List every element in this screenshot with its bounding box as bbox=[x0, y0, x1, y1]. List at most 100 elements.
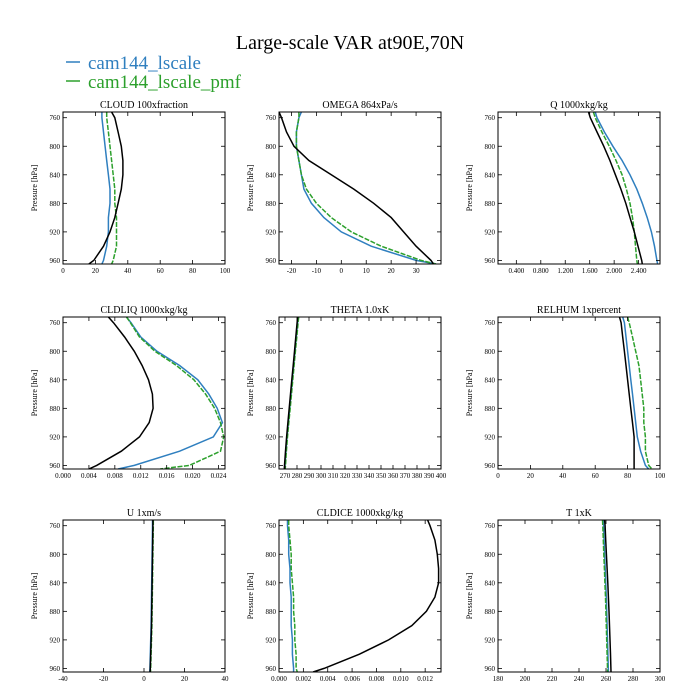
x-tick-label: 1.200 bbox=[557, 267, 573, 275]
series-group bbox=[618, 317, 653, 469]
y-axis-label: Pressure [hPa] bbox=[465, 369, 474, 416]
series-line-control bbox=[88, 317, 154, 469]
series-line-cam144-lscale-pmf bbox=[601, 520, 609, 672]
panel-title: CLDLIQ 1000xkg/kg bbox=[101, 305, 188, 316]
x-tick-label: 0.016 bbox=[159, 472, 175, 480]
x-tick-label: 30 bbox=[413, 267, 421, 275]
y-tick-label: 960 bbox=[50, 665, 61, 673]
series-line-cam144-lscale-pmf bbox=[284, 317, 300, 469]
y-tick-label: 920 bbox=[266, 433, 277, 441]
y-tick-label: 880 bbox=[50, 200, 61, 208]
plot-frame bbox=[278, 519, 442, 673]
panel-8: CLDICE 1000xkg/kg Pressure [hPa] 0.000 0.00… bbox=[246, 508, 442, 683]
series-line-control bbox=[603, 520, 612, 672]
y-tick-label: 880 bbox=[485, 200, 496, 208]
series-group bbox=[88, 112, 124, 264]
plot-frame bbox=[62, 316, 226, 470]
x-tick-label: 2.400 bbox=[631, 267, 647, 275]
x-tick-label: 0.004 bbox=[320, 675, 336, 683]
panel-title: U 1xm/s bbox=[127, 508, 161, 519]
x-tick-label: 200 bbox=[520, 675, 531, 683]
x-tick-label: 0.008 bbox=[369, 675, 385, 683]
x-tick-label: 400 bbox=[436, 472, 447, 480]
y-tick-label: 920 bbox=[485, 433, 496, 441]
x-tick-label: 0.006 bbox=[344, 675, 360, 683]
series-line-control bbox=[312, 520, 440, 672]
series-line-cam144-lscale bbox=[286, 520, 295, 672]
x-tick-label: 380 bbox=[412, 472, 423, 480]
y-tick-label: 760 bbox=[50, 522, 61, 530]
y-tick-label: 960 bbox=[266, 665, 277, 673]
panel-title: CLDICE 1000xkg/kg bbox=[317, 508, 403, 519]
y-tick-label: 840 bbox=[485, 579, 496, 587]
x-tick-label: 390 bbox=[424, 472, 435, 480]
x-tick-label: -20 bbox=[99, 675, 109, 683]
panel-title: OMEGA 864xPa/s bbox=[322, 100, 397, 111]
series-line-cam144-lscale bbox=[295, 112, 437, 264]
series-line-control bbox=[618, 317, 635, 469]
y-tick-label: 960 bbox=[485, 462, 496, 470]
x-tick-label: 2.000 bbox=[606, 267, 622, 275]
y-tick-label: 760 bbox=[485, 114, 496, 122]
x-tick-label: 220 bbox=[547, 675, 558, 683]
series-group bbox=[587, 112, 659, 264]
series-line-cam144-lscale bbox=[602, 520, 610, 672]
x-tick-label: 0.000 bbox=[271, 675, 287, 683]
x-tick-label: 20 bbox=[92, 267, 100, 275]
x-tick-label: 60 bbox=[592, 472, 600, 480]
x-tick-label: 0.004 bbox=[81, 472, 97, 480]
y-tick-label: 840 bbox=[266, 171, 277, 179]
series-group bbox=[601, 520, 612, 672]
plot-frame bbox=[497, 519, 661, 673]
y-tick-label: 760 bbox=[50, 114, 61, 122]
x-tick-label: 0.008 bbox=[107, 472, 123, 480]
series-line-control bbox=[587, 112, 644, 264]
x-tick-label: 310 bbox=[328, 472, 339, 480]
x-tick-label: 100 bbox=[655, 472, 666, 480]
plot-frame bbox=[497, 111, 661, 265]
x-tick-label: 20 bbox=[181, 675, 189, 683]
x-tick-label: 80 bbox=[189, 267, 197, 275]
x-tick-label: 300 bbox=[316, 472, 327, 480]
panel-title: Q 1000xkg/kg bbox=[550, 100, 608, 111]
y-tick-label: 880 bbox=[485, 608, 496, 616]
x-tick-label: 80 bbox=[624, 472, 632, 480]
y-tick-label: 800 bbox=[50, 551, 61, 559]
y-tick-label: 760 bbox=[485, 319, 496, 327]
y-tick-label: 800 bbox=[266, 551, 277, 559]
x-tick-label: 330 bbox=[352, 472, 363, 480]
x-tick-label: 240 bbox=[574, 675, 585, 683]
y-tick-label: 960 bbox=[50, 462, 61, 470]
panel-3: Q 1000xkg/kg Pressure [hPa] 0.400 0.800 1.20… bbox=[465, 100, 661, 275]
figure-title: Large-scale VAR at90E,70N bbox=[236, 32, 464, 54]
x-tick-label: 280 bbox=[628, 675, 639, 683]
x-tick-label: 60 bbox=[157, 267, 165, 275]
legend-label-2: cam144_lscale_pmf bbox=[88, 72, 242, 93]
panel-title: THETA 1.0xK bbox=[331, 305, 390, 316]
plot-frame bbox=[278, 111, 442, 265]
x-tick-label: -10 bbox=[312, 267, 322, 275]
series-line-cam144-lscale bbox=[594, 112, 659, 264]
y-tick-label: 880 bbox=[50, 608, 61, 616]
x-tick-label: 370 bbox=[400, 472, 411, 480]
x-tick-label: 100 bbox=[220, 267, 231, 275]
y-tick-label: 760 bbox=[266, 522, 277, 530]
y-axis-label: Pressure [hPa] bbox=[30, 369, 39, 416]
series-group bbox=[148, 520, 155, 672]
x-tick-label: 0.010 bbox=[393, 675, 409, 683]
y-tick-label: 960 bbox=[485, 257, 496, 265]
y-tick-label: 960 bbox=[485, 665, 496, 673]
y-axis-label: Pressure [hPa] bbox=[246, 369, 255, 416]
panel-title: T 1xK bbox=[566, 508, 592, 519]
legend-label-1: cam144_lscale bbox=[88, 53, 201, 74]
x-tick-label: 0 bbox=[496, 472, 500, 480]
x-tick-label: 0.000 bbox=[55, 472, 71, 480]
y-axis-label: Pressure [hPa] bbox=[246, 164, 255, 211]
x-tick-label: 0.800 bbox=[533, 267, 549, 275]
y-tick-label: 960 bbox=[50, 257, 61, 265]
x-tick-label: 360 bbox=[388, 472, 399, 480]
x-tick-label: 290 bbox=[304, 472, 315, 480]
y-tick-label: 960 bbox=[266, 257, 277, 265]
y-tick-label: 800 bbox=[485, 348, 496, 356]
plot-frame bbox=[62, 519, 226, 673]
